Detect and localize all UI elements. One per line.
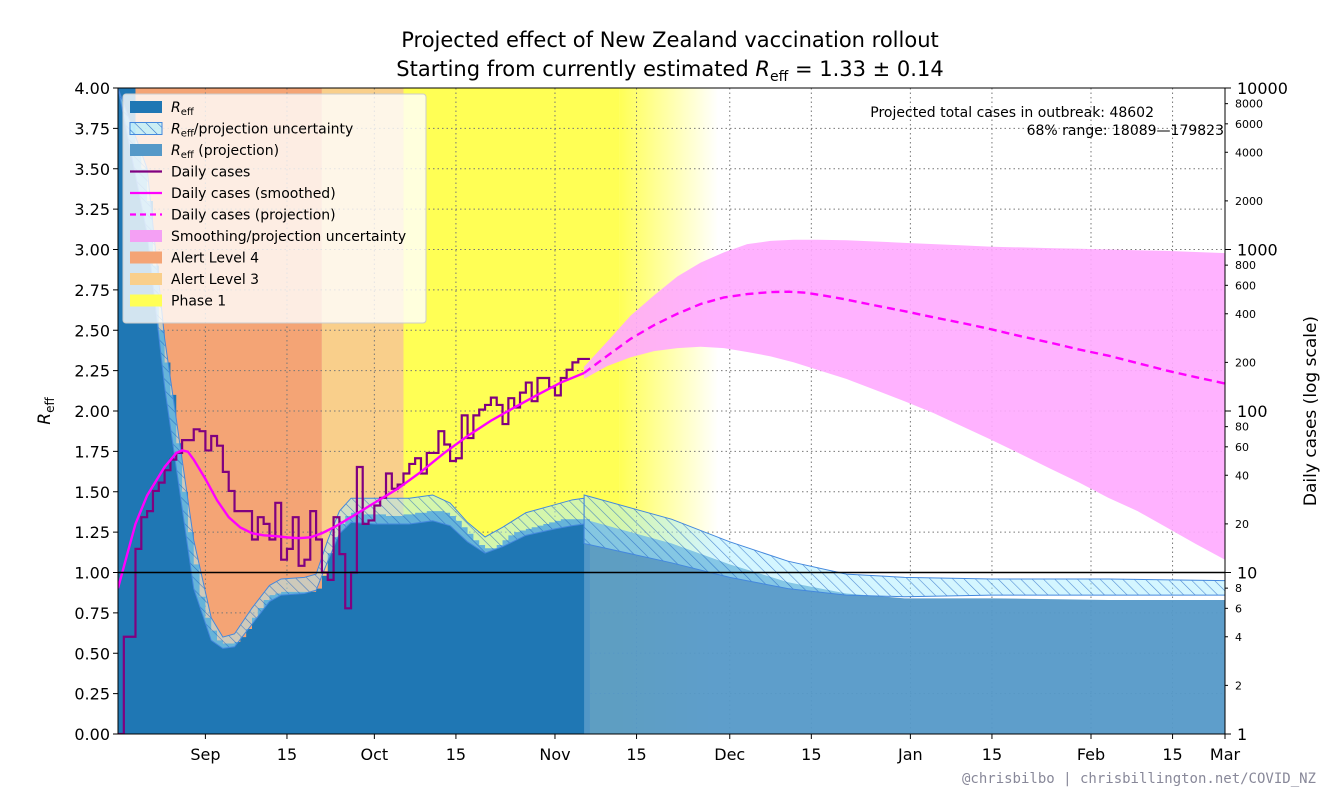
subtitle-prefix: Starting from currently estimated xyxy=(396,57,755,81)
y-right-minor-label: 2 xyxy=(1235,679,1242,692)
y-left-tick-label: 1.25 xyxy=(74,523,110,542)
daily-cases-projection-line xyxy=(583,290,1225,385)
y-right-minor-label: 600 xyxy=(1235,279,1256,292)
y-left-tick-label: 0.25 xyxy=(74,685,110,704)
chart-title: Projected effect of New Zealand vaccinat… xyxy=(401,28,939,52)
y-right-minor-label: 2000 xyxy=(1235,195,1263,208)
y-right-minor-label: 400 xyxy=(1235,308,1256,321)
y-right-minor-label: 80 xyxy=(1235,421,1249,434)
subtitle-sub: eff xyxy=(770,69,789,85)
y-left-tick-label: 0.75 xyxy=(74,604,110,623)
x-tick-label: 15 xyxy=(1162,745,1182,764)
x-tick-label: Jan xyxy=(897,745,923,764)
legend-label: Reff xyxy=(171,100,195,118)
x-tick-label: 15 xyxy=(446,745,466,764)
y-right-minor-label: 8000 xyxy=(1235,98,1263,111)
y-left-tick-label: 2.50 xyxy=(74,321,110,340)
axes: Sep 15 Oct 15 Nov 15 Dec 15 Jan 15 Feb 15 Mar 0.00 0.2… xyxy=(74,79,1288,764)
cases-lines xyxy=(118,239,1225,734)
range-annotation: 68% range: 18089—179823 xyxy=(1027,123,1224,139)
legend-swatch xyxy=(130,230,162,242)
chart-subtitle: Starting from currently estimated Reff =… xyxy=(396,57,943,85)
y-left-tick-label: 0.00 xyxy=(74,725,110,744)
legend-swatch xyxy=(130,101,162,113)
x-tick-label: Feb xyxy=(1077,745,1105,764)
y-left-tick-label: 3.50 xyxy=(74,160,110,179)
y-right-minor-label: 4000 xyxy=(1235,146,1263,159)
y-left-tick-label: 1.50 xyxy=(74,483,110,502)
legend-swatch xyxy=(130,251,162,264)
x-tick-label: 15 xyxy=(801,745,821,764)
x-tick-label: 15 xyxy=(982,745,1002,764)
y-right-minor-label: 6 xyxy=(1235,602,1242,615)
y-right-tick-label: 100 xyxy=(1237,402,1268,421)
legend-swatch xyxy=(130,144,162,156)
y-right-minor-label: 8 xyxy=(1235,582,1242,595)
y-right-tick-label: 1000 xyxy=(1237,241,1278,260)
x-tick-label: Dec xyxy=(714,745,745,764)
legend-swatch xyxy=(130,294,162,307)
y-left-tick-label: 3.25 xyxy=(74,200,110,219)
subtitle-symbol: R xyxy=(755,57,770,81)
x-tick-label: Sep xyxy=(190,745,220,764)
y-left-tick-label: 1.75 xyxy=(74,442,110,461)
y-right-minor-label: 20 xyxy=(1235,518,1249,531)
legend-box xyxy=(122,93,427,324)
y-right-minor-label: 200 xyxy=(1235,356,1256,369)
total-cases-annotation: Projected total cases in outbreak: 48602 xyxy=(870,105,1154,121)
y-left-sub: eff xyxy=(43,397,57,413)
legend-label: Alert Level 4 xyxy=(171,251,259,267)
legend: Reff Reff/projection uncertainty Reff (pro… xyxy=(122,93,427,324)
y-right-minor-label: 60 xyxy=(1235,441,1249,454)
y-left-tick-label: 2.00 xyxy=(74,402,110,421)
legend-label: Phase 1 xyxy=(171,294,226,310)
y-left-tick-label: 3.00 xyxy=(74,241,110,260)
legend-label: Daily cases (projection) xyxy=(171,208,336,224)
legend-label: Reff (projection) xyxy=(171,143,279,161)
x-tick-label: 15 xyxy=(626,745,646,764)
reff-projection-uncertainty-band xyxy=(583,494,1225,598)
x-tick-label: 15 xyxy=(277,745,297,764)
legend-swatch xyxy=(129,122,163,135)
y-left-tick-label: 2.75 xyxy=(74,281,110,300)
y-left-tick-label: 3.75 xyxy=(74,119,110,138)
y-left-symbol: R xyxy=(35,413,55,425)
y-left-label: Reff xyxy=(35,397,57,425)
legend-label: Daily cases (smoothed) xyxy=(171,186,336,202)
y-right-tick-label: 10 xyxy=(1237,564,1257,583)
y-left-tick-label: 1.00 xyxy=(74,564,110,583)
y-right-minor-label: 800 xyxy=(1235,259,1256,272)
legend-label: Smoothing/projection uncertainty xyxy=(171,229,406,245)
legend-label: Reff/projection uncertainty xyxy=(171,122,353,140)
y-right-minor-label: 6000 xyxy=(1235,118,1263,131)
x-tick-label: Mar xyxy=(1210,745,1241,764)
y-right-minor-label: 4 xyxy=(1235,631,1242,644)
y-left-tick-label: 4.00 xyxy=(74,79,110,98)
y-left-tick-label: 0.50 xyxy=(74,644,110,663)
legend-swatch xyxy=(130,273,162,285)
legend-label: Daily cases xyxy=(171,165,250,181)
x-tick-label: Oct xyxy=(361,745,389,764)
subtitle-value: = 1.33 ± 0.14 xyxy=(788,57,943,81)
credit-text: @chrisbilbo | chrisbillington.net/COVID_… xyxy=(962,771,1316,787)
y-right-label: Daily cases (log scale) xyxy=(1301,316,1321,506)
x-tick-label: Nov xyxy=(539,745,570,764)
cases-projection-band xyxy=(584,239,1225,560)
legend-label: Alert Level 3 xyxy=(171,272,259,288)
y-right-tick-label: 10000 xyxy=(1237,79,1288,98)
y-right-tick-label: 1 xyxy=(1237,725,1247,744)
y-left-tick-label: 2.25 xyxy=(74,362,110,381)
y-right-minor-label: 40 xyxy=(1235,469,1249,482)
daily-cases-smoothed-line xyxy=(118,371,585,589)
